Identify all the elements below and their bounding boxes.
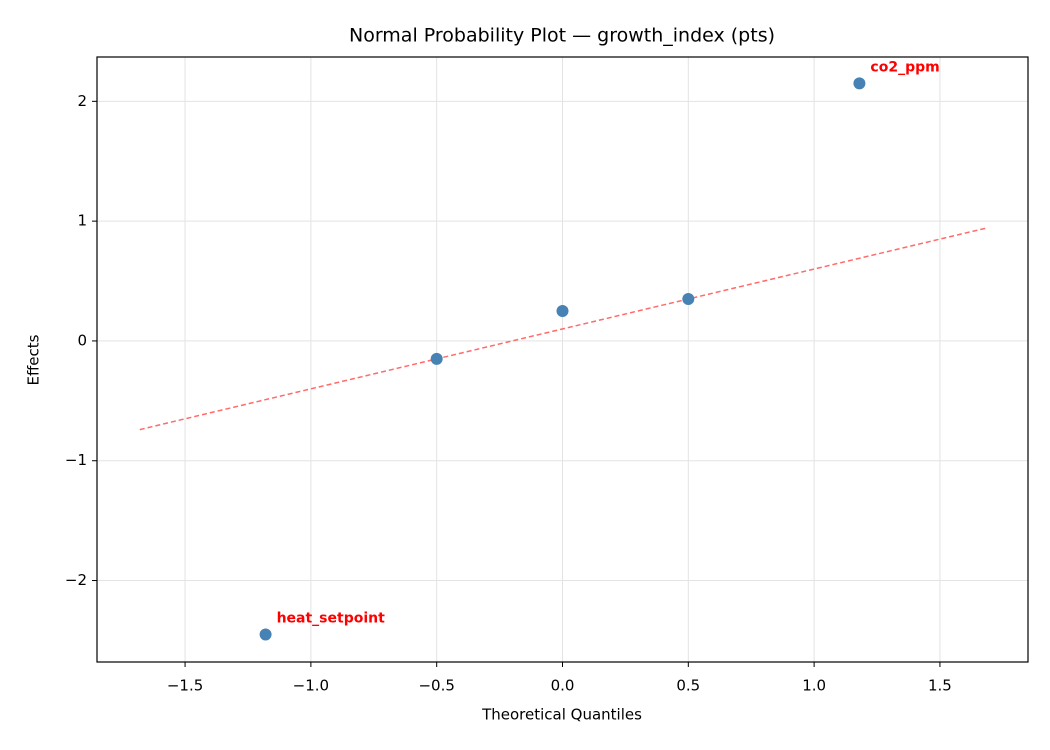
point bbox=[682, 293, 695, 305]
y-tick-label: −1 bbox=[65, 451, 87, 469]
point bbox=[430, 352, 443, 365]
x-tick-label: 1.5 bbox=[928, 677, 952, 695]
y-tick-label: −2 bbox=[65, 571, 87, 589]
chart-title: Normal Probability Plot — growth_index (… bbox=[349, 25, 775, 47]
point bbox=[853, 77, 866, 90]
y-axis-label: Effects bbox=[25, 334, 43, 385]
reference-line bbox=[139, 227, 986, 431]
y-tick-label: 1 bbox=[77, 212, 87, 230]
y-tick-label: 2 bbox=[77, 92, 87, 110]
point-label: heat_setpoint bbox=[277, 610, 386, 626]
x-tick-label: 0.5 bbox=[676, 677, 700, 695]
x-tick-label: −1.5 bbox=[167, 677, 203, 695]
x-axis-label: Theoretical Quantiles bbox=[481, 706, 642, 724]
x-tick-label: 0.0 bbox=[551, 677, 575, 695]
point-label: co2_ppm bbox=[870, 59, 939, 75]
x-tick-label: 1.0 bbox=[802, 677, 826, 695]
plot-frame bbox=[96, 56, 1029, 663]
y-tick-label: 0 bbox=[77, 331, 87, 349]
point bbox=[259, 628, 272, 641]
point bbox=[556, 304, 569, 317]
x-tick-label: −1.0 bbox=[293, 677, 329, 695]
x-tick-label: −0.5 bbox=[418, 677, 454, 695]
